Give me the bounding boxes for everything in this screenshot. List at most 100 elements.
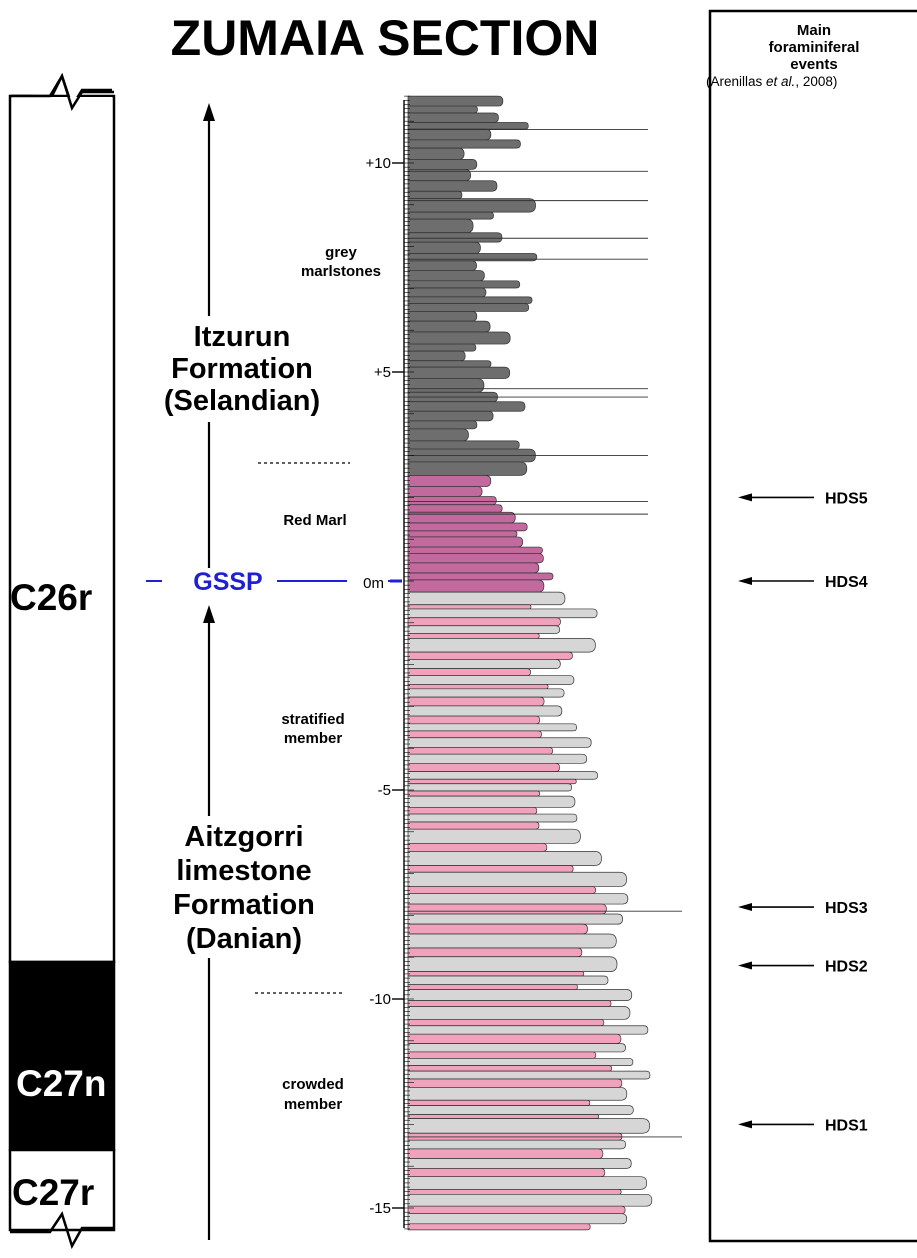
marl-bed <box>407 923 588 935</box>
grey-marl-bed <box>407 303 530 312</box>
limestone-bed <box>407 1025 649 1035</box>
event-arrow-head <box>738 1120 752 1129</box>
depth-label: +10 <box>366 155 391 172</box>
limestone-bed <box>407 608 598 619</box>
marl-bed <box>407 684 549 690</box>
grey-marl-bed <box>407 410 494 422</box>
red-marl-bed <box>407 486 483 497</box>
event-label: HDS3 <box>825 900 868 917</box>
formation-label-itzurun: Itzurun Formation (Selandian) <box>146 316 344 422</box>
marl-bed <box>407 730 542 739</box>
marl-bed <box>407 1051 597 1059</box>
marl-bed <box>407 617 561 627</box>
grey-marl-bed <box>407 287 487 298</box>
member-stratified-line2: member <box>284 730 343 747</box>
grey-marl-bed <box>407 311 478 322</box>
grey-marl-bed <box>407 232 503 243</box>
limestone-bed <box>407 625 561 634</box>
itzurun-line1: Itzurun <box>194 321 291 353</box>
reference-prefix: (Arenillas <box>706 74 766 89</box>
limestone-bed <box>407 753 588 764</box>
member-red-marl: Red Marl <box>283 512 346 529</box>
itzurun-label-bg <box>146 316 344 422</box>
depth-label: -5 <box>378 782 391 799</box>
grey-marl-bed <box>407 366 511 379</box>
danian-arrow-head <box>203 605 215 623</box>
marl-bed <box>407 865 574 873</box>
event-arrow-head <box>738 577 752 585</box>
limestone-bed <box>407 1118 650 1134</box>
marl-bed <box>407 1114 600 1119</box>
formation-arrows <box>203 103 215 1240</box>
limestone-bed <box>407 1070 651 1080</box>
aitzgorri-line3: Formation <box>173 889 315 921</box>
depth-labels: +10 +5 -5 -10 -15 <box>366 155 404 1217</box>
grey-marl-bed <box>407 105 478 114</box>
events-list: HDS5 HDS4 HDS3 HDS2 HDS1 <box>738 490 868 1134</box>
chron-label-c26r: C26r <box>10 577 92 618</box>
grey-marl-bed <box>407 95 504 107</box>
depth-ticks <box>404 95 414 1230</box>
marl-bed <box>407 1000 612 1007</box>
limestone-bed <box>407 705 563 717</box>
marl-bed <box>407 1065 613 1072</box>
gssp-label: GSSP <box>193 568 262 596</box>
marl-bed <box>407 971 585 977</box>
marl-bed <box>407 778 577 785</box>
limestone-bed <box>407 1213 628 1225</box>
event-label: HDS1 <box>825 1117 868 1134</box>
reference-italic: et al. <box>766 74 795 89</box>
member-crowded-line1: crowded <box>282 1076 344 1093</box>
event-arrow-head <box>738 961 752 970</box>
event-label: HDS4 <box>825 574 868 591</box>
red-marl-bed <box>407 522 528 532</box>
grey-marl-bed <box>407 260 477 271</box>
marl-bed <box>407 715 541 725</box>
aitzgorri-line1: Aitzgorri <box>184 821 303 853</box>
limestone-bed <box>407 783 573 792</box>
marl-bed <box>407 651 573 660</box>
limestone-bed <box>407 1176 648 1190</box>
events-panel: Main foraminiferal events (Arenillas et … <box>706 9 917 1243</box>
depth-label: -10 <box>369 991 391 1008</box>
limestone-bed <box>407 1139 626 1150</box>
marl-bed <box>407 604 532 610</box>
marl-bed <box>407 1033 622 1044</box>
grey-marl-bed <box>407 112 499 123</box>
aitzgorri-line2: limestone <box>176 855 311 887</box>
gssp-marker: GSSP <box>146 568 402 596</box>
limestone-bed <box>407 1193 653 1207</box>
marl-bed <box>407 1148 604 1159</box>
limestone-bed <box>407 1087 628 1101</box>
grey-marl-bed <box>407 122 529 130</box>
chron-label-c27n: C27n <box>16 1063 106 1104</box>
grey-marl-bed <box>407 320 491 333</box>
event-label: HDS5 <box>825 490 868 507</box>
events-reference: (Arenillas et al., 2008) <box>706 74 837 89</box>
marl-bed <box>407 668 531 676</box>
red-marl-bed <box>407 474 492 487</box>
grey-marl-bed <box>407 428 469 442</box>
red-marl-bed <box>407 496 497 506</box>
red-marl-bed <box>407 579 545 593</box>
red-marl-bed <box>407 536 524 548</box>
grey-marl-bed <box>407 280 521 289</box>
grey-marl-bed <box>407 190 463 199</box>
limestone-bed <box>407 591 566 606</box>
event-label: HDS2 <box>825 959 868 976</box>
grey-marl-bed <box>407 270 485 282</box>
grey-marl-bed <box>407 296 533 304</box>
chron-label-c27r: C27r <box>12 1172 94 1213</box>
limestone-bed <box>407 828 581 844</box>
marl-bed <box>407 747 553 755</box>
grey-marl-bed <box>407 360 492 368</box>
grey-marl-bed <box>407 218 474 234</box>
limestone-bed <box>407 1158 632 1169</box>
marl-bed <box>407 790 541 797</box>
marl-bed <box>407 886 597 894</box>
marl-bed <box>407 696 545 707</box>
grey-marl-bed <box>407 253 538 262</box>
member-grey-line1: grey <box>325 244 357 261</box>
limestone-bed <box>407 975 609 985</box>
